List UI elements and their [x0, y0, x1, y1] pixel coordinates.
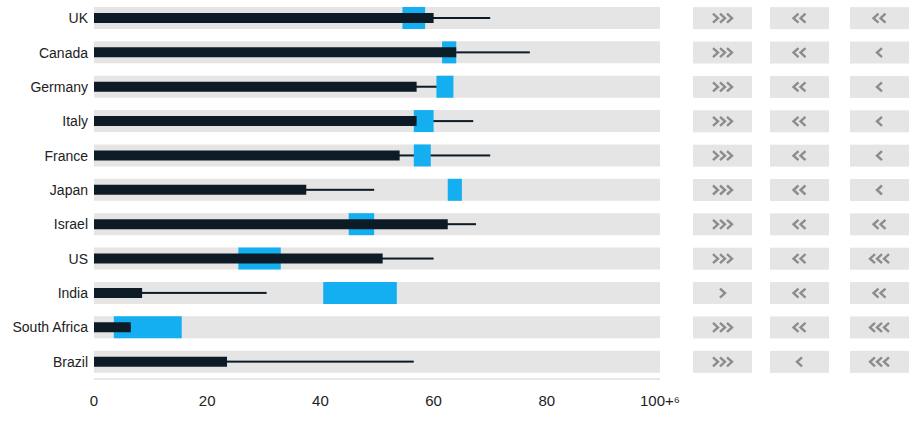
svg-text:US: US — [69, 251, 88, 267]
svg-text:Japan: Japan — [50, 182, 88, 198]
svg-text:Brazil: Brazil — [53, 354, 88, 370]
svg-text:20: 20 — [199, 392, 216, 409]
svg-text:Germany: Germany — [30, 79, 88, 95]
svg-text:0: 0 — [90, 392, 98, 409]
svg-text:India: India — [58, 285, 89, 301]
svg-text:Israel: Israel — [54, 216, 88, 232]
svg-text:100+⁶: 100+⁶ — [640, 392, 680, 409]
svg-text:60: 60 — [425, 392, 442, 409]
svg-text:80: 80 — [538, 392, 555, 409]
svg-text:France: France — [44, 148, 88, 164]
svg-text:South Africa: South Africa — [13, 319, 89, 335]
svg-text:Italy: Italy — [62, 113, 88, 129]
svg-text:40: 40 — [312, 392, 329, 409]
svg-text:UK: UK — [69, 10, 89, 26]
svg-text:Canada: Canada — [39, 45, 88, 61]
